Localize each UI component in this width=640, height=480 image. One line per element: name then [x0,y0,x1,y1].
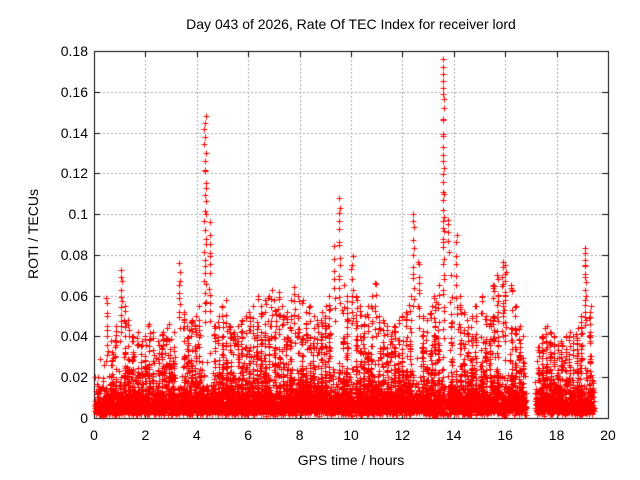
x-tick-label: 20 [600,427,616,443]
y-tick-label: 0.08 [60,246,88,263]
y-axis-label: ROTI / TECUs [25,189,41,279]
x-tick-label: 8 [295,427,304,443]
x-tick-label: 10 [343,427,359,443]
y-tick-label: 0.06 [60,287,88,304]
y-tick-label: 0.12 [60,165,88,182]
x-tick-label: 0 [90,427,98,443]
y-tick-label: 0.16 [60,83,88,100]
y-tick-label: 0.1 [68,206,88,223]
x-tick-label: 6 [244,427,253,443]
y-tick-label: 0 [80,410,88,426]
x-tick-label: 4 [192,427,201,443]
x-tick-label: 16 [497,427,513,443]
y-tick-label: 0.02 [60,369,88,386]
x-tick-label: 18 [548,427,565,443]
x-tick-label: 2 [141,427,150,443]
x-axis-label: GPS time / hours [297,452,405,468]
y-tick-label: 0.04 [60,328,88,345]
x-tick-label: 12 [394,427,411,443]
chart-title: Day 043 of 2026, Rate Of TEC Index for r… [186,16,516,32]
y-tick-label: 0.14 [60,124,88,141]
x-tick-label: 14 [446,427,462,443]
y-tick-label: 0.18 [60,43,88,59]
